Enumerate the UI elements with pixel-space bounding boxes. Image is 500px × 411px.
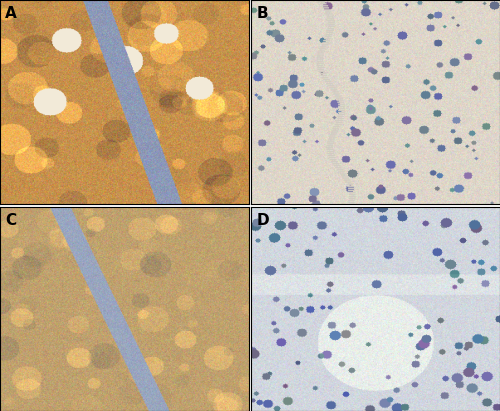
- Text: A: A: [5, 6, 16, 21]
- Text: C: C: [5, 212, 16, 228]
- Text: B: B: [256, 6, 268, 21]
- Text: D: D: [256, 212, 269, 228]
